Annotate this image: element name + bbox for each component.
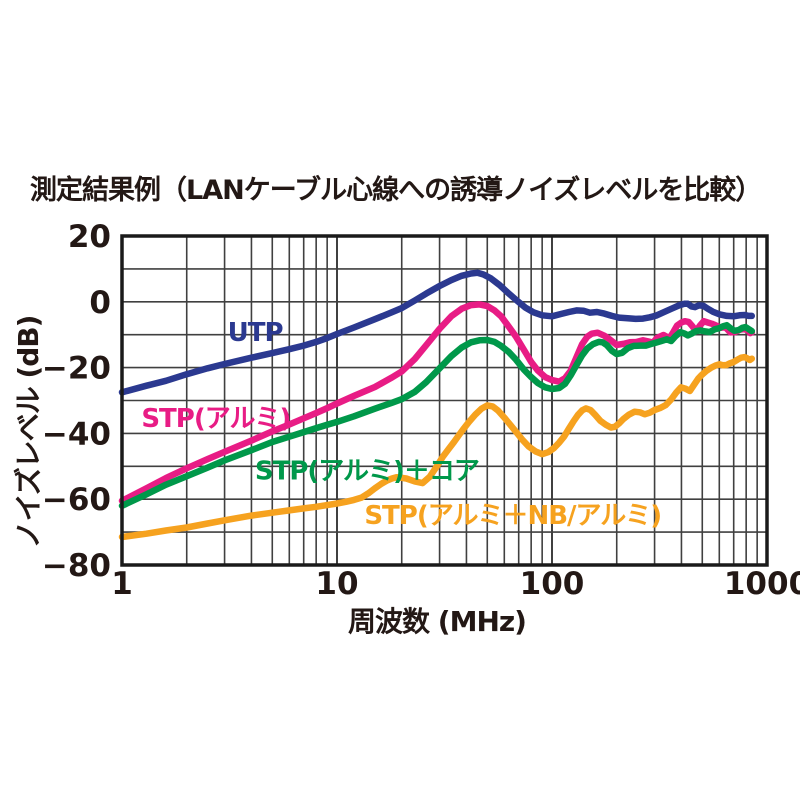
series-label-stp-aluminum-core: STP(アルミ)＋コア	[255, 456, 479, 486]
series-label-utp: UTP	[228, 318, 283, 348]
y-tick-label: −40	[42, 416, 111, 452]
y-tick-label: 20	[68, 219, 111, 255]
y-tick-label: −20	[42, 351, 111, 387]
series-line-stp-aluminum-core	[118, 321, 756, 510]
y-tick-label: 0	[89, 285, 111, 321]
series-label-stp-aluminum-nb: STP(アルミ＋NB/アルミ)	[364, 501, 661, 531]
chart-title: 測定結果例（LANケーブル心線への誘導ノイズレベルを比較）	[30, 175, 762, 206]
series-label-stp-aluminum: STP(アルミ)	[141, 404, 290, 434]
x-axis-title: 周波数 (MHz)	[348, 605, 526, 638]
series-lines	[118, 269, 756, 541]
series-line-stp-aluminum	[118, 301, 756, 505]
series-line-stp-aluminum-nb	[118, 353, 756, 541]
x-tick-label: 10	[315, 566, 358, 602]
y-tick-label: −60	[42, 482, 111, 518]
series-line-utp	[118, 269, 756, 396]
x-tick-label: 1	[111, 566, 133, 602]
x-tick-label: 100	[520, 566, 585, 602]
series-labels: STP(アルミ＋NB/アルミ) STP(アルミ) STP(アルミ)＋コア UTP	[141, 318, 662, 531]
plot-frame	[120, 234, 769, 567]
y-axis-title: ノイズレベル (dB)	[12, 316, 45, 549]
x-tick-label: 1000	[724, 566, 800, 602]
axis-tick-labels: 20 0 −20 −40 −60 −80 1 10 100 1000	[42, 219, 800, 602]
y-tick-label: −80	[42, 548, 111, 584]
